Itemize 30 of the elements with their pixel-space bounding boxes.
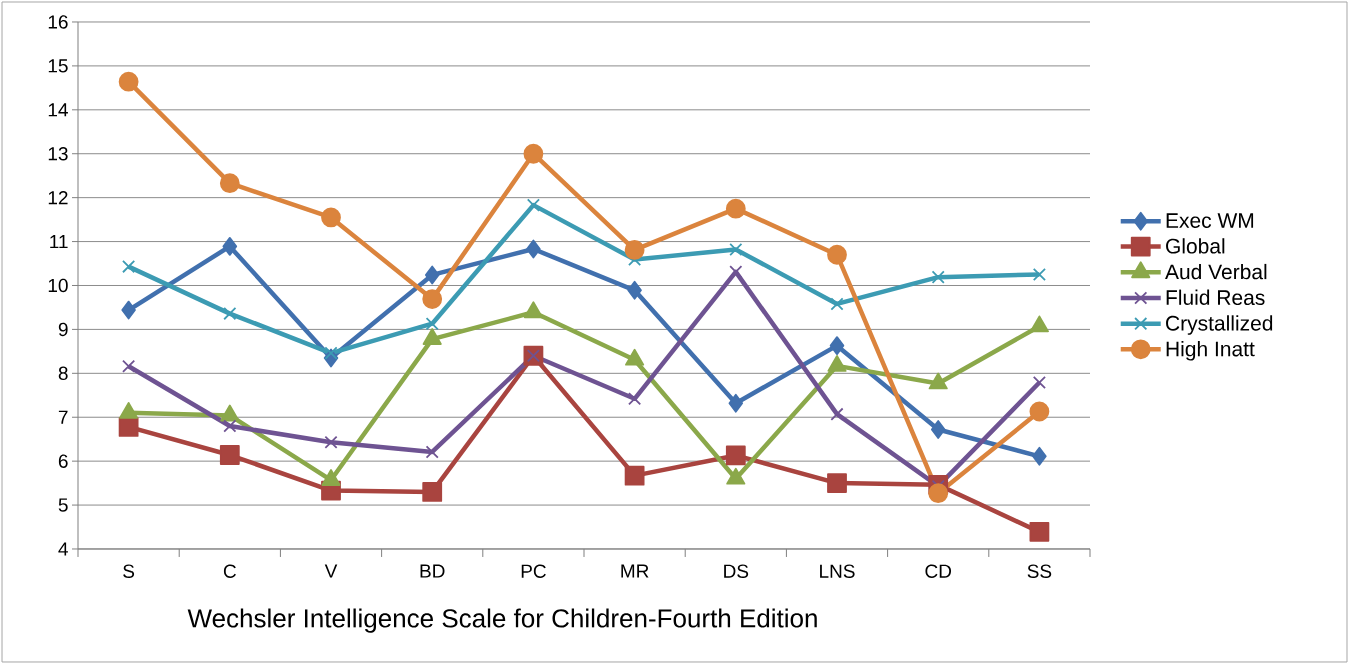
x-tick-label: CD: [925, 564, 952, 578]
legend-label: Aud Verbal: [1165, 263, 1267, 280]
y-tick-label: 5: [58, 498, 68, 512]
x-axis-title: Wechsler Intelligence Scale for Children-Fourth Edition: [187, 608, 817, 633]
x-tick-label: BD: [420, 564, 445, 578]
y-tick-label: 6: [58, 454, 68, 468]
y-tick-label: 9: [58, 322, 68, 337]
y-tick-label: 14: [48, 103, 68, 117]
x-tick-label: LNS: [820, 564, 855, 578]
legend-label: Crystallized: [1166, 315, 1273, 335]
legend-label: Exec WM: [1166, 213, 1254, 228]
y-tick-label: 8: [58, 366, 68, 381]
y-tick-label: 13: [48, 147, 68, 161]
x-tick-label: V: [324, 564, 338, 578]
x-tick-label: DS: [724, 564, 749, 578]
x-tick-label: SS: [1027, 564, 1052, 578]
y-tick-label: 12: [48, 191, 68, 205]
x-tick-label: C: [223, 564, 236, 578]
legend-label: Fluid Reas: [1166, 289, 1265, 306]
y-tick-label: 16: [48, 15, 68, 29]
y-tick-label: 7: [58, 410, 68, 424]
legend-label: High Inatt: [1166, 340, 1255, 361]
x-tick-label: MR: [621, 564, 649, 578]
y-tick-label: 11: [50, 235, 68, 249]
x-tick-label: S: [123, 564, 135, 578]
y-tick-label: 15: [48, 59, 68, 73]
legend-label: Global: [1166, 238, 1225, 254]
y-tick-label: 10: [48, 278, 68, 293]
y-tick-label: 4: [58, 542, 68, 556]
x-tick-label: PC: [521, 564, 546, 578]
